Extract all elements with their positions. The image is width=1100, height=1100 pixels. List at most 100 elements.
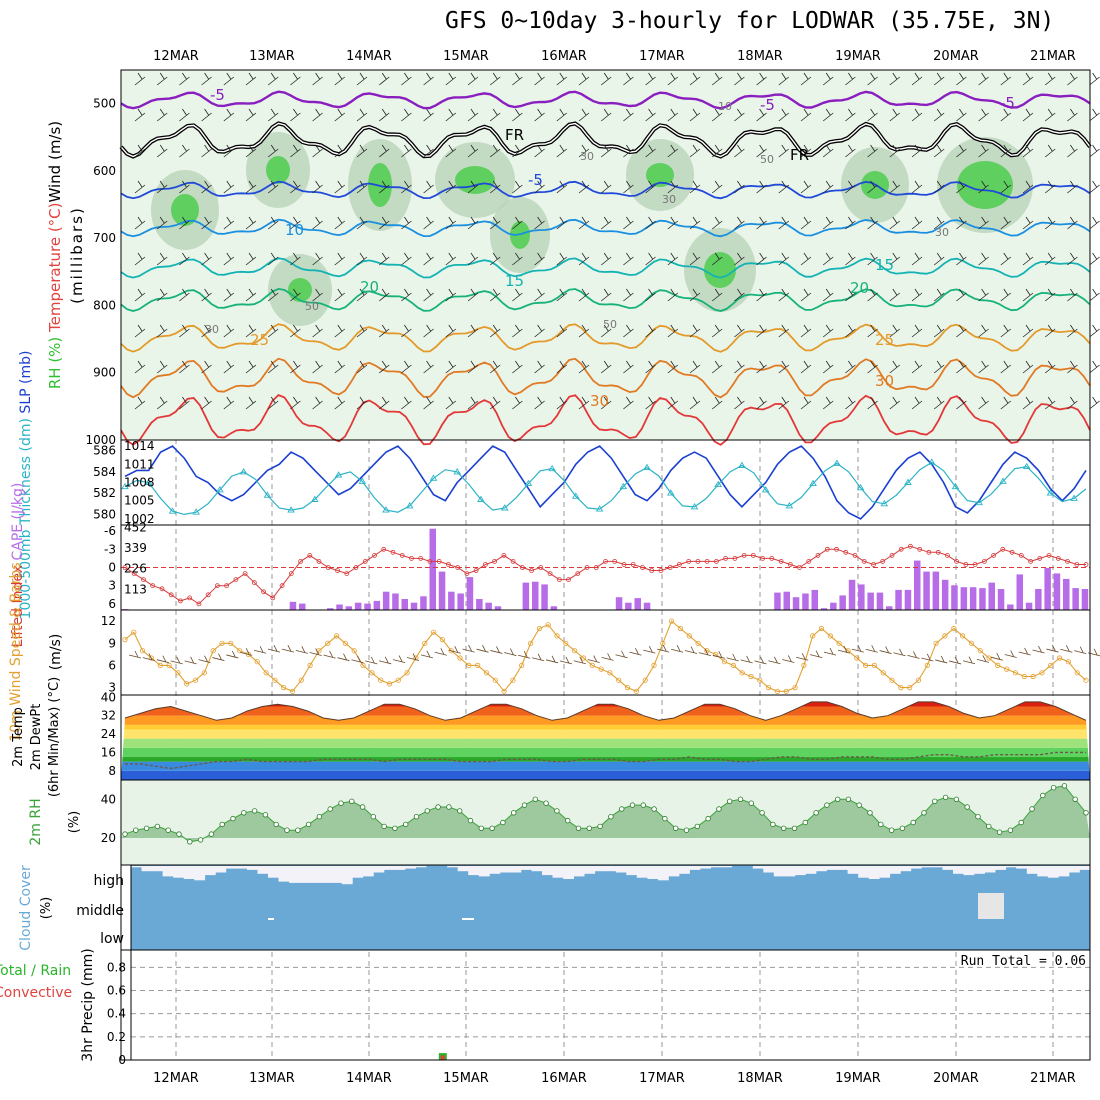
barb bbox=[756, 252, 767, 266]
barb bbox=[223, 144, 235, 158]
date-top-12MAR: 12MAR bbox=[153, 49, 199, 64]
barb bbox=[512, 144, 523, 158]
barb bbox=[401, 216, 412, 230]
barb bbox=[800, 360, 812, 374]
barb bbox=[711, 324, 723, 338]
barb bbox=[312, 252, 323, 266]
cape-bar bbox=[848, 579, 856, 610]
cape-bar bbox=[830, 602, 837, 610]
barb bbox=[356, 324, 368, 338]
cape-bar bbox=[951, 585, 958, 610]
barb bbox=[423, 72, 434, 86]
temp-tick-16: 16 bbox=[101, 745, 116, 759]
cloud-high-gap bbox=[995, 866, 1007, 870]
rh2m-point bbox=[521, 802, 528, 808]
slp-panel: 586 584 582 580 1014 1011 1008 1005 1002 1000-500… bbox=[18, 351, 1087, 619]
barb bbox=[756, 216, 767, 230]
rh2m-point bbox=[273, 821, 279, 828]
barb bbox=[356, 144, 368, 158]
thickness-point bbox=[714, 480, 722, 488]
cloud-high-gap bbox=[499, 866, 511, 873]
barb bbox=[156, 108, 168, 122]
wind-speed-point bbox=[448, 648, 454, 654]
rh-contour-label-6: 30 bbox=[935, 226, 949, 239]
isotherm-10 bbox=[120, 218, 1091, 238]
date-top-21MAR: 21MAR bbox=[1030, 49, 1076, 64]
precip-tick-0.6: 0.6 bbox=[107, 984, 126, 998]
thickness-point bbox=[667, 489, 675, 496]
wind-label: Wind (m/s) bbox=[46, 121, 64, 203]
cloud-high-gap bbox=[310, 866, 322, 883]
barb bbox=[423, 108, 434, 122]
lifted-index-point bbox=[621, 562, 627, 567]
barb bbox=[978, 360, 989, 374]
cape-bar bbox=[522, 582, 530, 610]
cape-bar bbox=[923, 571, 930, 610]
wind-speed-point bbox=[589, 662, 595, 669]
wind-barb-10m bbox=[698, 648, 711, 657]
lifted-index-point bbox=[575, 571, 581, 576]
barb bbox=[711, 252, 723, 266]
barb bbox=[778, 360, 790, 374]
wind-barb-10m bbox=[671, 645, 684, 653]
thickness-point bbox=[477, 495, 485, 502]
rh2m-point bbox=[781, 825, 787, 831]
cloud-high-gap bbox=[794, 866, 806, 876]
barb bbox=[1089, 252, 1100, 266]
rh2m-point bbox=[435, 804, 441, 810]
barb bbox=[134, 288, 146, 302]
wind-speed-point bbox=[757, 677, 763, 683]
wind-speed-point bbox=[898, 684, 904, 691]
cape-bar bbox=[401, 599, 408, 610]
thickness-point bbox=[311, 495, 319, 502]
rh2m-point bbox=[640, 802, 646, 808]
cape-bar bbox=[494, 606, 502, 610]
rh-core-3 bbox=[455, 166, 495, 194]
cloud-high-gap bbox=[1026, 866, 1038, 874]
barb bbox=[756, 108, 767, 122]
lifted-index-point bbox=[279, 583, 285, 589]
rh2m-point bbox=[165, 827, 171, 833]
barb bbox=[600, 360, 612, 374]
barb bbox=[800, 396, 812, 410]
date-top-16MAR: 16MAR bbox=[541, 49, 587, 64]
barb bbox=[445, 396, 457, 410]
barb bbox=[1044, 216, 1056, 230]
barb bbox=[578, 180, 590, 194]
wind-barb-10m bbox=[504, 648, 517, 656]
cape-bar bbox=[643, 602, 651, 610]
barb bbox=[1000, 360, 1012, 374]
barb bbox=[711, 180, 723, 194]
rh2m-point bbox=[251, 808, 258, 814]
wind-barb-10m bbox=[406, 653, 420, 661]
cloud-high-gap bbox=[173, 866, 185, 878]
barb bbox=[245, 252, 257, 266]
rh-contour-label-2: 50 bbox=[760, 153, 774, 166]
wind-barb-10m bbox=[865, 645, 878, 653]
wind-speed-point bbox=[554, 633, 560, 639]
barb bbox=[489, 288, 501, 302]
barb bbox=[378, 108, 390, 122]
rh2m-point bbox=[629, 802, 636, 808]
rh2m-point bbox=[370, 814, 376, 820]
rh2m-point bbox=[694, 823, 700, 830]
barb bbox=[845, 288, 856, 302]
wind-barb-10m bbox=[490, 646, 503, 654]
cape-bar bbox=[550, 606, 558, 610]
cape-bar bbox=[858, 584, 865, 610]
barb bbox=[778, 144, 790, 158]
temp-band-6 bbox=[121, 724, 1090, 730]
wind-barbs bbox=[134, 72, 1100, 410]
barb bbox=[179, 144, 190, 158]
cloud-high-gap bbox=[816, 866, 827, 872]
cloud-high-gap bbox=[1016, 866, 1028, 869]
rh2m-point bbox=[359, 804, 366, 810]
barb bbox=[867, 180, 878, 194]
barb bbox=[667, 288, 679, 302]
lifted-index-point bbox=[353, 565, 359, 570]
wind-barb-10m bbox=[142, 653, 155, 661]
barb bbox=[867, 72, 878, 86]
lifted-index-point bbox=[1000, 546, 1006, 552]
wind-speed-point bbox=[492, 677, 498, 683]
wind-speed-point bbox=[148, 655, 154, 661]
